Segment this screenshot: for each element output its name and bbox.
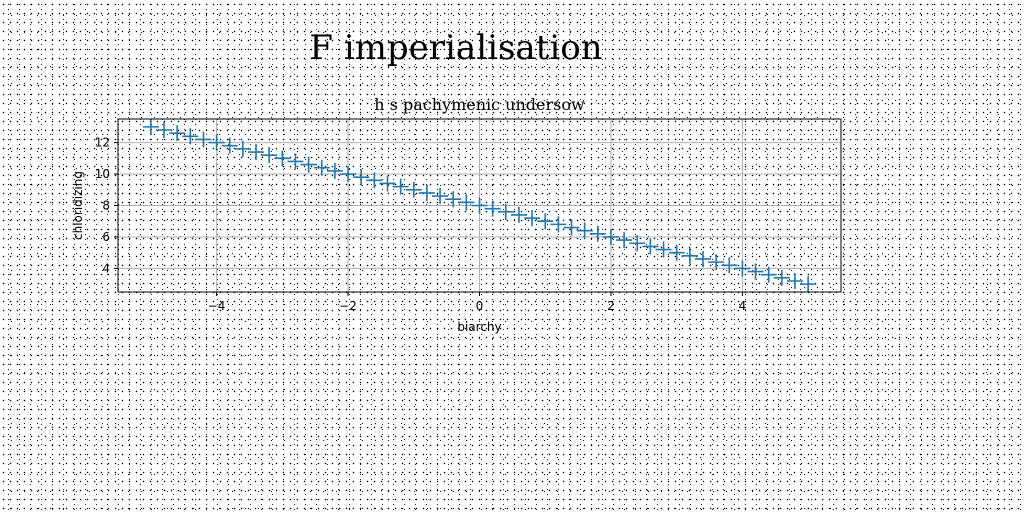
y-tick-label: 12 — [95, 136, 110, 150]
data-point — [616, 232, 633, 249]
data-point — [642, 238, 659, 255]
y-axis-ticks: 4 6 8 10 12 — [95, 136, 118, 275]
data-point — [169, 125, 186, 142]
data-point — [786, 272, 803, 289]
y-tick-label: 6 — [102, 230, 110, 244]
data-points — [142, 118, 817, 293]
data-point — [800, 276, 817, 293]
x-axis-ticks: −4 −2 0 2 4 — [208, 292, 746, 313]
data-point — [681, 247, 698, 264]
data-point — [195, 131, 212, 148]
data-point — [432, 188, 449, 205]
data-point — [366, 172, 383, 189]
data-point — [629, 235, 646, 252]
data-point — [760, 266, 777, 283]
data-point — [458, 194, 475, 211]
data-point — [708, 254, 725, 271]
x-tick-label: −2 — [339, 299, 357, 313]
grid-lines — [118, 119, 841, 292]
x-tick-label: 4 — [739, 299, 747, 313]
y-tick-label: 10 — [95, 167, 110, 181]
data-point — [576, 222, 593, 239]
data-point — [379, 175, 396, 192]
data-point — [747, 263, 764, 280]
data-point — [589, 225, 606, 242]
data-point — [484, 200, 501, 217]
x-axis-label: biarchy — [457, 320, 501, 334]
data-point — [734, 260, 751, 277]
data-point — [261, 147, 278, 164]
data-point — [694, 250, 711, 267]
data-point — [497, 203, 514, 220]
data-point — [445, 191, 462, 208]
data-point — [326, 162, 343, 179]
y-axis-label: chloridizing — [71, 171, 85, 240]
data-point — [721, 257, 738, 274]
data-point — [300, 156, 317, 173]
x-tick-label: 0 — [476, 299, 484, 313]
data-point — [353, 169, 370, 186]
data-point — [418, 184, 435, 201]
data-point — [471, 197, 488, 214]
x-tick-label: 2 — [607, 299, 615, 313]
data-point — [287, 153, 304, 170]
chart-title: h s pachymenic undersow — [374, 95, 585, 114]
figure-title: F imperialisation — [309, 28, 603, 68]
data-point — [563, 219, 580, 236]
x-tick-label: −4 — [208, 299, 226, 313]
data-point — [208, 134, 225, 151]
data-point — [340, 166, 357, 183]
data-point — [156, 122, 173, 139]
data-point — [668, 244, 685, 261]
data-point — [550, 216, 567, 233]
y-tick-label: 4 — [102, 261, 110, 275]
data-point — [524, 210, 541, 227]
data-point — [655, 241, 672, 258]
data-point — [274, 150, 291, 167]
data-point — [313, 159, 330, 176]
data-point — [773, 269, 790, 286]
data-point — [221, 137, 238, 154]
data-point — [392, 178, 409, 195]
data-point — [234, 140, 251, 157]
data-point — [405, 181, 422, 198]
data-point — [142, 118, 159, 135]
data-point — [182, 128, 199, 145]
data-point — [602, 228, 619, 245]
data-point — [510, 206, 527, 223]
y-tick-label: 8 — [102, 199, 110, 213]
data-point — [537, 213, 554, 230]
data-point — [248, 144, 265, 161]
